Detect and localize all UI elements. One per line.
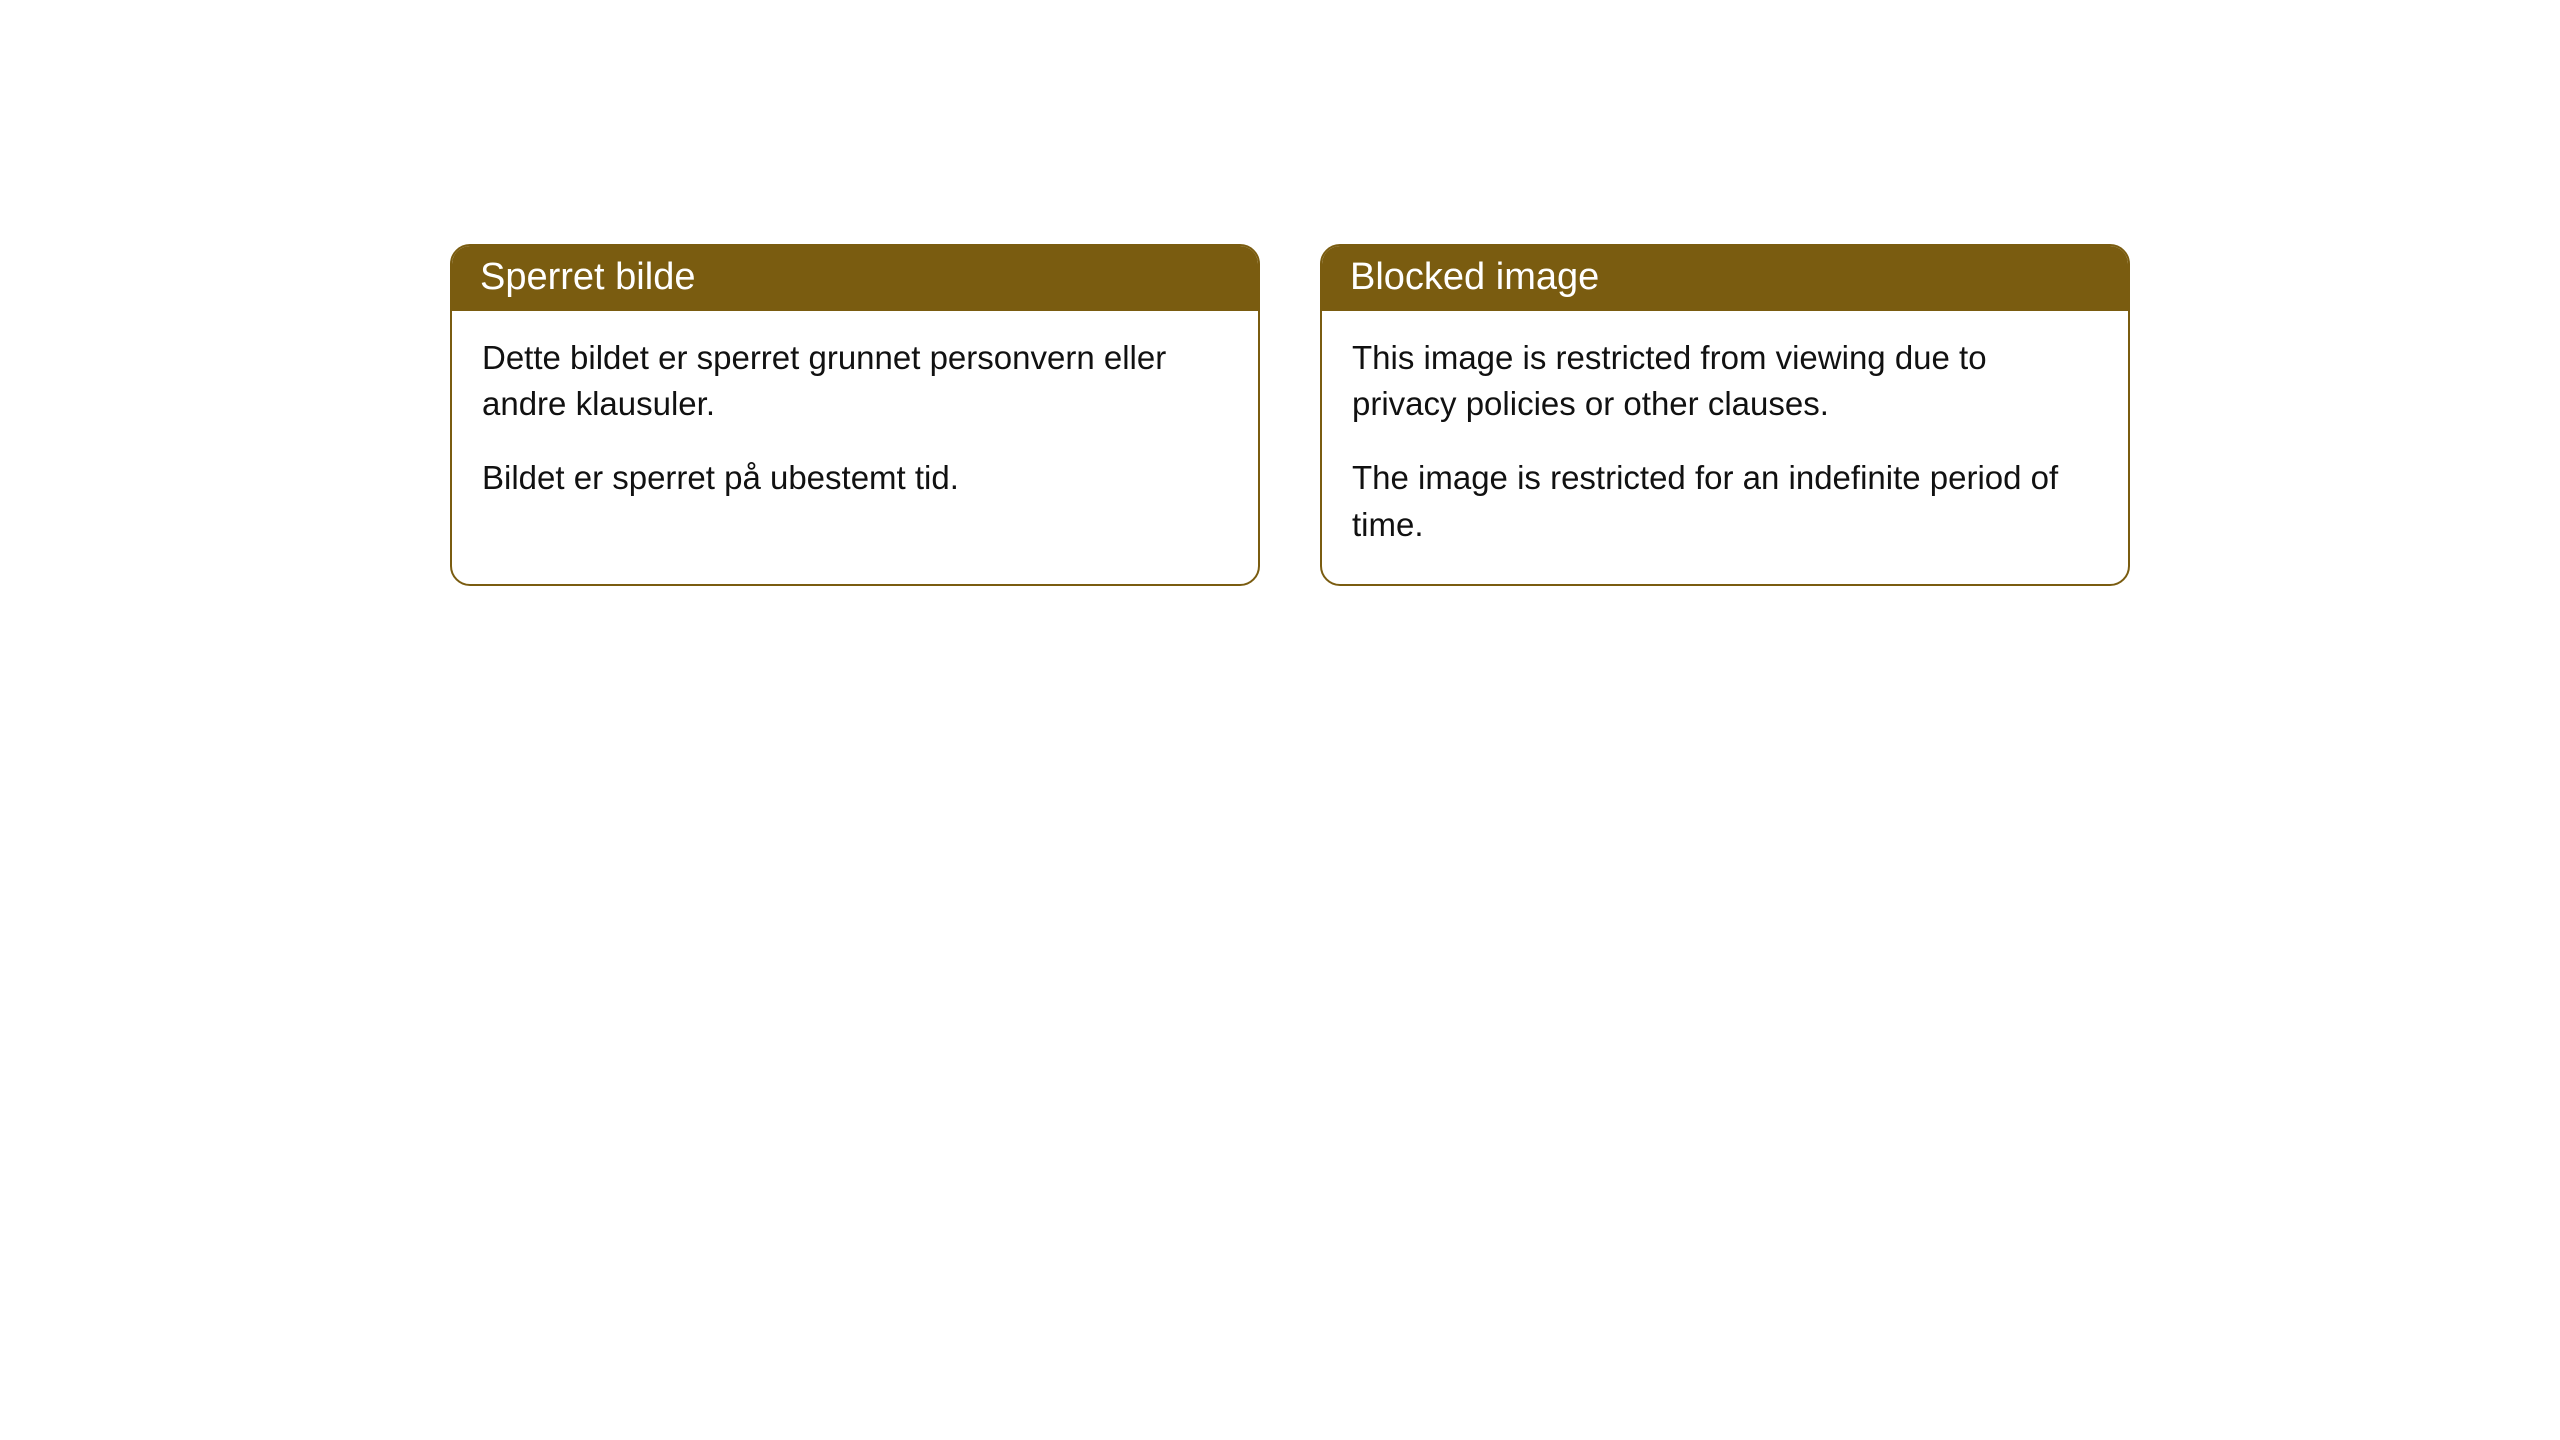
card-paragraph-2: The image is restricted for an indefinit… [1352,455,2098,547]
card-body: Dette bildet er sperret grunnet personve… [452,311,1258,538]
card-paragraph-2: Bildet er sperret på ubestemt tid. [482,455,1228,501]
blocked-image-card-english: Blocked image This image is restricted f… [1320,244,2130,586]
card-paragraph-1: Dette bildet er sperret grunnet personve… [482,335,1228,427]
card-header: Sperret bilde [452,246,1258,311]
notification-cards-container: Sperret bilde Dette bildet er sperret gr… [450,244,2130,586]
blocked-image-card-norwegian: Sperret bilde Dette bildet er sperret gr… [450,244,1260,586]
card-paragraph-1: This image is restricted from viewing du… [1352,335,2098,427]
card-body: This image is restricted from viewing du… [1322,311,2128,584]
card-header: Blocked image [1322,246,2128,311]
